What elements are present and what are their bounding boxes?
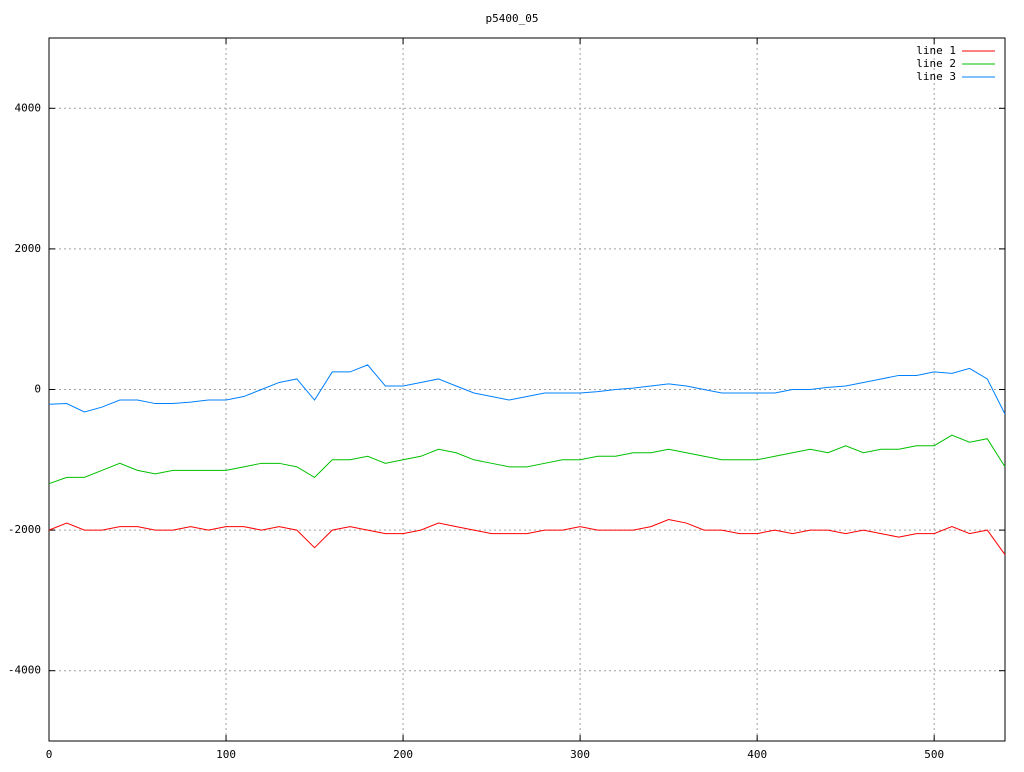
x-tick-label: 500 [924,748,944,761]
y-tick-label: 0 [34,383,41,396]
x-tick-label: 100 [216,748,236,761]
y-tick-label: 2000 [15,242,42,255]
x-tick-label: 300 [570,748,590,761]
line-series [48,434,1006,485]
plot-border [48,37,1006,742]
x-tick-label: 400 [747,748,767,761]
legend-label: line 2 [916,57,956,70]
chart-title: p5400_05 [486,12,539,25]
y-tick-label: 4000 [15,101,42,114]
line-series [48,519,1006,555]
y-tick-label: -2000 [8,523,41,536]
line-series [48,364,1006,415]
x-tick-label: 200 [393,748,413,761]
x-tick-label: 0 [46,748,53,761]
legend-label: line 1 [916,44,956,57]
legend-label: line 3 [916,70,956,83]
y-tick-label: -4000 [8,664,41,677]
